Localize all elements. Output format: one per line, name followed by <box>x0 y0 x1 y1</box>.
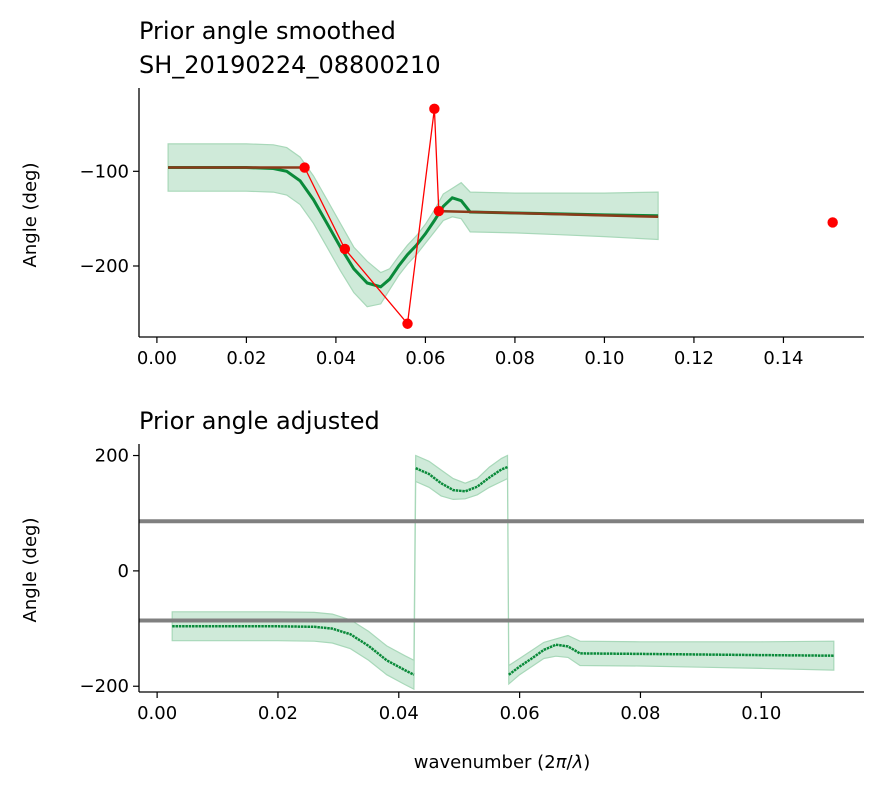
top-x-tick-label: 0.02 <box>226 348 266 369</box>
bottom-x-tick-label: 0.08 <box>620 703 660 724</box>
bottom-y-tick-label: 0 <box>118 561 129 582</box>
bottom-x-tick-label: 0.10 <box>741 703 781 724</box>
bottom-adjusted-segment <box>172 625 415 676</box>
top-x-tick-label: 0.14 <box>763 348 803 369</box>
top-x-tick-label: 0.08 <box>495 348 535 369</box>
top-x-tick-label: 0.12 <box>674 348 714 369</box>
top-y-axis-label: Angle (deg) <box>20 163 41 268</box>
bottom-x-tick-label: 0.00 <box>137 703 177 724</box>
top-x-tick-label: 0.00 <box>137 348 177 369</box>
bottom-reference-lines <box>139 519 864 623</box>
top-raw-points <box>299 103 838 329</box>
top-overlap-line-right <box>438 209 659 219</box>
top-band-area <box>167 143 659 308</box>
bottom-axes: Prior angle adjusted Angle (deg) wavenum… <box>20 407 864 773</box>
bottom-x-tick-label: 0.02 <box>258 703 298 724</box>
bottom-y-tick-label: −200 <box>80 676 129 697</box>
xlabel-close: ) <box>583 752 590 773</box>
top-data-point <box>827 217 838 228</box>
bottom-x-tick-label: 0.06 <box>500 703 540 724</box>
bottom-adjusted-segment <box>508 643 834 676</box>
top-x-tick-label: 0.04 <box>316 348 356 369</box>
bottom-y-axis-label: Angle (deg) <box>20 518 41 623</box>
xlabel-slash: / <box>567 752 574 773</box>
top-x-tick-label: 0.06 <box>405 348 445 369</box>
top-data-point <box>429 103 440 115</box>
top-confidence-band <box>167 143 659 308</box>
top-title-line-1: Prior angle smoothed <box>139 17 396 45</box>
xlabel-part-1: wavenumber (2 <box>414 752 556 773</box>
bottom-x-tick-label: 0.04 <box>379 703 419 724</box>
top-y-tick-label: −200 <box>80 256 129 277</box>
bottom-x-axis-label: wavenumber (2π/λ) <box>414 752 591 773</box>
bottom-adjusted-segment <box>415 465 508 493</box>
top-x-tick-label: 0.10 <box>584 348 624 369</box>
bottom-series-lines <box>172 465 834 676</box>
top-smoothed-line <box>168 166 659 289</box>
bottom-ticks: 0.00 0.02 0.04 0.06 0.08 0.10 −200 0 200 <box>80 446 782 724</box>
top-data-point <box>433 205 445 217</box>
xlabel-lambda: λ <box>572 752 584 773</box>
top-data-point <box>299 162 310 173</box>
top-title-line-2: SH_20190224_08800210 <box>139 51 441 79</box>
top-data-point <box>402 318 413 329</box>
top-y-tick-label: −100 <box>80 161 129 182</box>
bottom-title: Prior angle adjusted <box>139 407 380 435</box>
top-axes: Prior angle smoothed SH_20190224_0880021… <box>20 17 864 369</box>
top-data-point <box>339 243 351 255</box>
top-ticks: 0.00 0.02 0.04 0.06 0.08 0.10 0.12 0.14 −200 −100 <box>80 161 804 369</box>
xlabel-pi: π <box>556 752 568 773</box>
bottom-y-tick-label: 200 <box>95 446 129 467</box>
